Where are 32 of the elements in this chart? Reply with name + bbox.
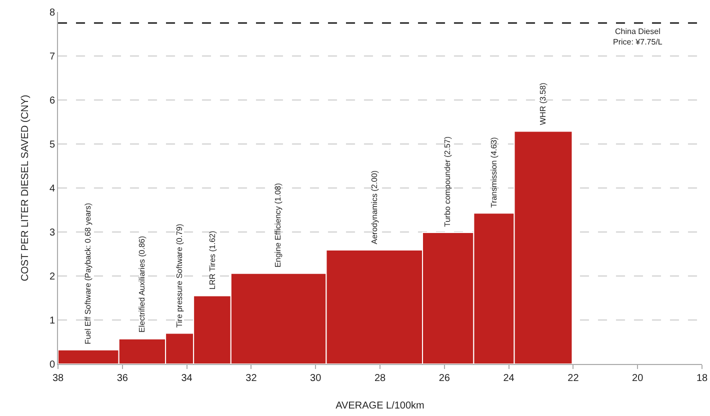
annotation: Turbo compounder (2.57): [443, 136, 452, 227]
y-tick-label: 1: [49, 316, 56, 326]
x-tick-label: 24: [503, 373, 515, 384]
y-axis-title: COST PER LITER DIESEL SAVED (CNY): [20, 94, 31, 282]
y-tick-label: 4: [49, 184, 56, 194]
x-tick-label: 20: [632, 373, 644, 384]
y-tick-label: 8: [49, 8, 56, 18]
annotation: Fuel Eff Software (Payback: 0.68 years): [83, 202, 92, 344]
ref-line-label: China Diesel Price: ¥7.75/L: [613, 27, 663, 46]
y-tick-label: 5: [49, 140, 56, 150]
x-tick-label: 18: [696, 373, 708, 384]
x-tick-label: 28: [374, 373, 386, 384]
annotation: Electrified Auxiliaries (0.86): [138, 236, 147, 332]
y-tick-label: 2: [49, 272, 56, 282]
x-tick-label: 34: [181, 373, 193, 384]
y-tick-label: 0: [49, 360, 56, 370]
x-tick-label: 26: [438, 373, 450, 384]
annotation: LRR Tires (1.62): [208, 230, 217, 290]
y-tick-label: 6: [49, 96, 56, 106]
y-tick-label: 7: [49, 52, 56, 62]
x-tick-label: 38: [52, 373, 64, 384]
x-tick-label: 22: [568, 373, 580, 384]
annotation: Transmission (4.63): [489, 136, 498, 208]
annotation: Aerodynamics (2.00): [370, 170, 380, 244]
x-axis-title: AVERAGE L/100km: [336, 400, 424, 412]
x-tick-label: 36: [116, 373, 128, 384]
y-tick-label: 3: [49, 228, 56, 238]
x-tick-label: 30: [310, 373, 322, 384]
annotation: Tire pressure Software (0.79): [175, 224, 184, 328]
annotation: Engine Efficiency (1.08): [274, 182, 283, 268]
x-tick-label: 32: [246, 373, 258, 384]
annotation: WHR (3.58): [538, 82, 548, 125]
